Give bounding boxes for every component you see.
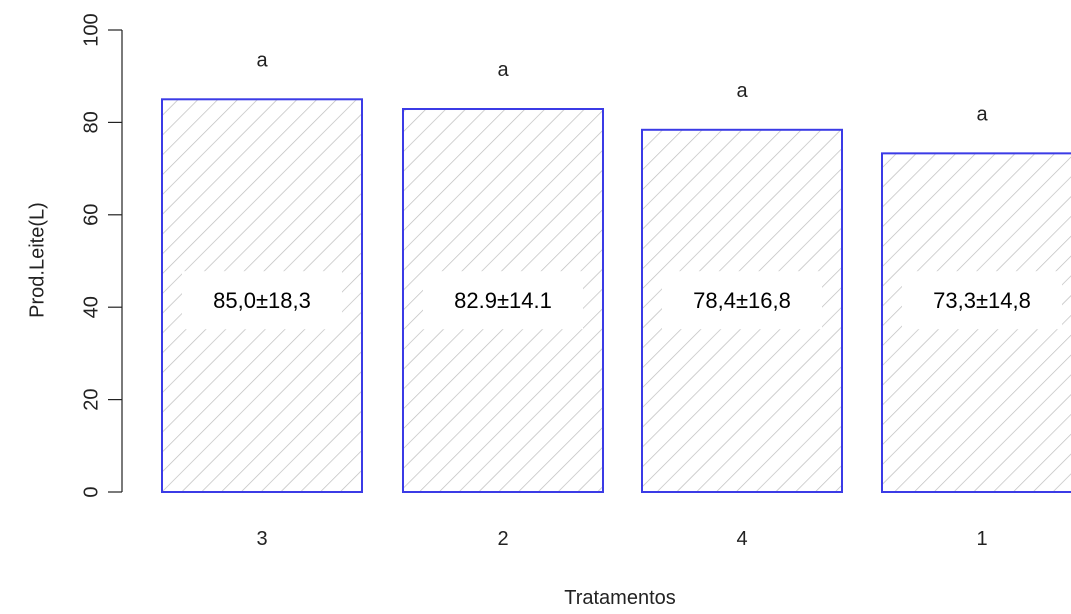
- x-axis-title: Tratamentos: [564, 587, 676, 609]
- y-tick-label: 80: [80, 111, 102, 133]
- value-label: 73,3±14,8: [933, 288, 1031, 313]
- y-axis-title: Prod.Leite(L): [26, 202, 48, 318]
- x-tick-label: 1: [976, 528, 987, 550]
- bar-group: 73,3±14,8 a: [881, 103, 1071, 493]
- x-tick-label: 4: [736, 528, 747, 550]
- significance-letter: a: [976, 103, 988, 125]
- significance-letter: a: [736, 80, 748, 102]
- y-tick-label: 20: [80, 388, 102, 410]
- value-label-background: [423, 271, 583, 330]
- y-axis: 0 20 40 60 80 100: [80, 13, 123, 498]
- bars-layer: 85,0±18,3 a 82.9±14.1 a 78,4±16,8 a 73,3±14,8 a: [161, 49, 1071, 494]
- y-tick-label: 0: [80, 486, 102, 497]
- y-tick-label: 60: [80, 204, 102, 226]
- x-tick-label: 2: [497, 528, 508, 550]
- value-label: 78,4±16,8: [693, 288, 791, 313]
- significance-letter: a: [497, 59, 509, 81]
- y-tick-label: 100: [80, 13, 102, 46]
- value-label-background: [182, 271, 342, 330]
- bar-group: 78,4±16,8 a: [641, 80, 843, 494]
- bar-group: 85,0±18,3 a: [161, 49, 363, 494]
- value-label-background: [662, 271, 822, 330]
- x-tick-label: 3: [256, 528, 267, 550]
- value-label: 85,0±18,3: [213, 288, 311, 313]
- bar-group: 82.9±14.1 a: [402, 59, 604, 493]
- y-tick-label: 40: [80, 296, 102, 318]
- value-label-background: [902, 271, 1062, 330]
- value-label: 82.9±14.1: [454, 288, 552, 313]
- x-axis: 3 2 4 1: [256, 528, 987, 550]
- significance-letter: a: [256, 49, 268, 71]
